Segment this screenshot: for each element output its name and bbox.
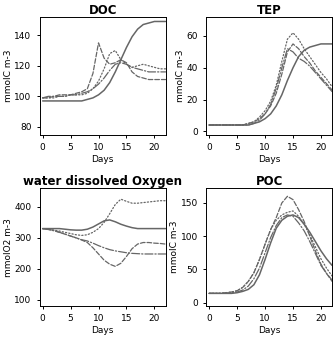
- Y-axis label: mmolC m-3: mmolC m-3: [170, 221, 179, 274]
- Title: POC: POC: [256, 175, 283, 188]
- X-axis label: Days: Days: [258, 155, 281, 164]
- Y-axis label: mmolC m-3: mmolC m-3: [176, 49, 185, 102]
- X-axis label: Days: Days: [258, 326, 281, 335]
- Y-axis label: mmolC m-3: mmolC m-3: [4, 49, 13, 102]
- Title: water dissolved Oxygen: water dissolved Oxygen: [23, 175, 182, 188]
- Y-axis label: mmolO2 m-3: mmolO2 m-3: [4, 218, 13, 277]
- Title: DOC: DOC: [88, 4, 117, 17]
- X-axis label: Days: Days: [91, 326, 114, 335]
- Title: TEP: TEP: [257, 4, 282, 17]
- X-axis label: Days: Days: [91, 155, 114, 164]
